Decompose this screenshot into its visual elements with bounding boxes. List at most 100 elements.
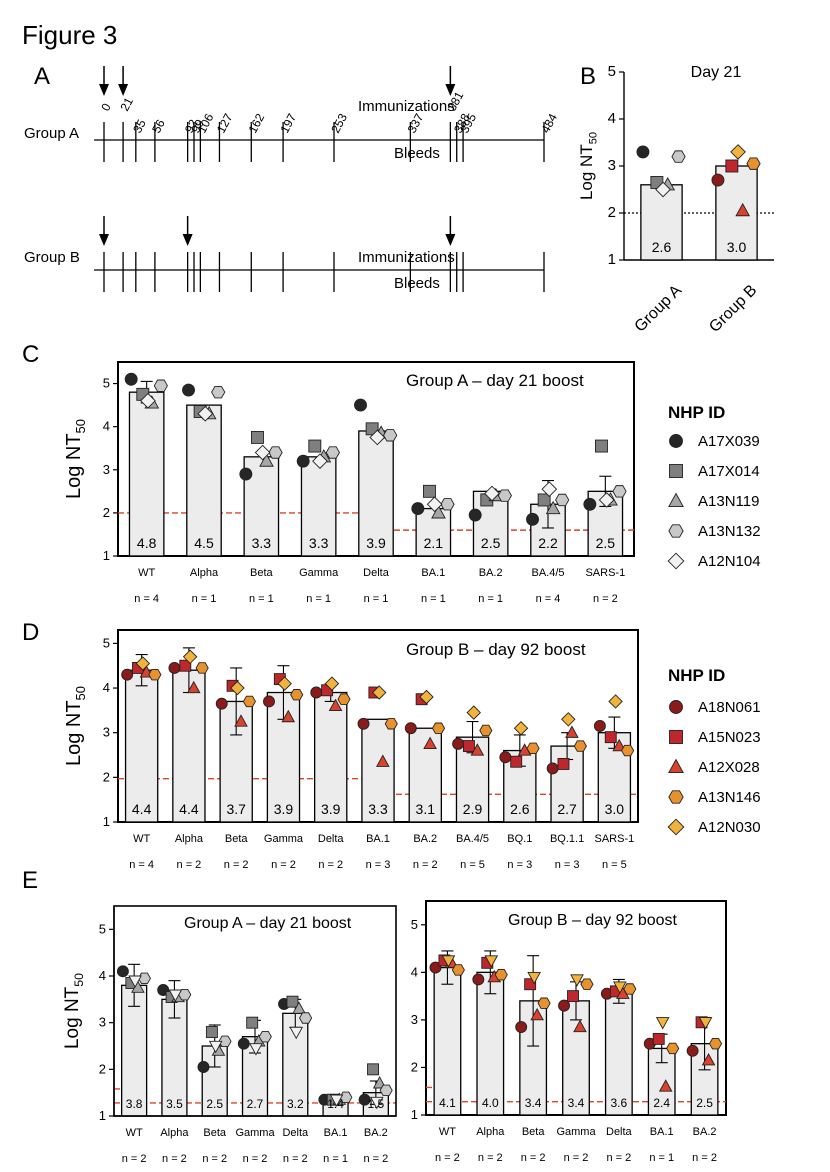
immunization-arrow-head xyxy=(118,84,129,96)
data-point-a12n030 xyxy=(371,685,387,700)
x-category-label: Delta xyxy=(363,567,390,579)
bar-value-label: 3.3 xyxy=(252,535,272,551)
n-count-label: n = 1 xyxy=(192,593,217,605)
data-point-a13n146 xyxy=(479,724,493,737)
immunization-arrow-head xyxy=(99,84,109,96)
n-count-label: n = 1 xyxy=(649,1152,674,1164)
y-tick-label: 3 xyxy=(103,462,110,477)
n-count-label: n = 1 xyxy=(306,593,331,605)
data-point-a12n104 xyxy=(208,1040,223,1054)
data-point-a13n146 xyxy=(666,1042,680,1055)
data-point-a12n030 xyxy=(570,974,584,987)
data-point-a12n030 xyxy=(613,981,627,994)
legend-label-a12n104: A12N104 xyxy=(698,553,761,570)
n-count-label: n = 2 xyxy=(521,1152,546,1164)
n-count-label: n = 2 xyxy=(564,1152,589,1164)
data-point-a17x014 xyxy=(537,493,551,507)
data-point-a13n146 xyxy=(623,983,637,995)
bar xyxy=(361,718,395,823)
bar xyxy=(358,430,394,557)
x-category-label: BA.4/5 xyxy=(456,833,489,845)
data-point-a15n023 xyxy=(652,1032,665,1045)
data-point-a12n030 xyxy=(230,680,245,696)
panel-c-group-a-chart: 1 2 3 4 5 Log NT50 4.8 WT n = 4 4.5 Alpha n = 1 3.3 B… xyxy=(63,361,635,605)
x-category-label: BQ.1.1 xyxy=(550,833,584,845)
data-point-a17x039 xyxy=(296,454,310,468)
bar-value-label: 3.0 xyxy=(605,801,625,817)
x-category-label: BA.1 xyxy=(650,1126,674,1138)
data-point-a15n023 xyxy=(462,740,475,753)
x-category-label: WT xyxy=(138,567,155,579)
group-b-bleeds-label: Bleeds xyxy=(394,275,440,292)
panel-letter-c: C xyxy=(22,341,39,368)
data-point-a12n030 xyxy=(277,676,292,691)
n-count-label: n = 5 xyxy=(460,859,485,871)
data-point-a12x028 xyxy=(376,754,390,767)
bar-value-label: 1.5 xyxy=(368,1097,385,1111)
legend-label-a13n119: A13N119 xyxy=(698,493,759,510)
y-tick-label: 3 xyxy=(103,725,110,740)
x-category-label: WT xyxy=(133,833,150,845)
group-b-label: Group B xyxy=(24,249,80,266)
data-point-a13n132 xyxy=(258,1030,272,1043)
x-category-label: BA.2 xyxy=(693,1126,717,1138)
legend-label-a17x014: A17X014 xyxy=(698,463,760,480)
group-a-bleeds-label: Bleeds xyxy=(394,145,440,162)
y-axis-label-subscript: 50 xyxy=(72,973,86,987)
x-category-label: Beta xyxy=(522,1126,546,1138)
data-point-a17x014 xyxy=(246,1016,259,1029)
chart-title: Day 21 xyxy=(691,64,742,81)
n-count-label: n = 2 xyxy=(318,859,343,871)
legend-marker-a15n023 xyxy=(669,730,683,744)
bar-value-label: 3.8 xyxy=(126,1097,143,1111)
bar-value-label: 2.9 xyxy=(463,801,483,817)
n-count-label: n = 2 xyxy=(283,1153,308,1165)
data-point-a12n030 xyxy=(135,656,151,671)
immunization-day-label: 0 xyxy=(98,101,114,114)
n-count-label: n = 3 xyxy=(366,859,391,871)
data-point-a13n132 xyxy=(440,498,455,511)
n-count-label: n = 2 xyxy=(606,1152,631,1164)
bleed-day-label: 197 xyxy=(277,111,299,136)
n-count-label: n = 2 xyxy=(363,1153,388,1165)
n-count-label: n = 2 xyxy=(271,859,296,871)
x-category-label: Gamma xyxy=(235,1127,275,1139)
legend-title-b: NHP ID xyxy=(668,666,725,685)
legend-label-a13n132: A13N132 xyxy=(698,523,761,540)
data-point-a17x039 xyxy=(237,1037,250,1050)
y-tick-label: 4 xyxy=(608,110,616,127)
data-point-a13n146 xyxy=(537,997,551,1009)
data-point-a13n146 xyxy=(290,689,304,701)
y-tick-label: 4 xyxy=(99,968,106,983)
data-point-a12x028 xyxy=(234,714,248,727)
y-axis-label-subscript: 50 xyxy=(587,132,599,144)
data-point-a13n132 xyxy=(555,493,570,507)
bar-value-label: 2.7 xyxy=(557,801,577,817)
y-tick-label: 2 xyxy=(608,204,616,221)
legend-label-a13n146: A13N146 xyxy=(698,789,761,806)
y-tick-label: 1 xyxy=(103,548,110,563)
bar-value-label: 3.0 xyxy=(727,239,747,255)
y-tick-label: 2 xyxy=(103,505,110,520)
bar-value-label: 2.5 xyxy=(696,1096,713,1110)
x-category-label: WT xyxy=(126,1127,143,1139)
n-count-label: n = 1 xyxy=(323,1153,348,1165)
chart-title: Group B – day 92 boost xyxy=(508,912,678,929)
legend-marker-a18n061 xyxy=(669,700,683,714)
y-tick-label: 2 xyxy=(103,769,110,784)
n-count-label: n = 1 xyxy=(478,593,503,605)
bar-value-label: 4.4 xyxy=(179,801,199,817)
x-category-label: BA.1 xyxy=(324,1127,348,1139)
y-tick-label: 5 xyxy=(103,635,110,650)
x-category-label: Beta xyxy=(250,567,274,579)
data-point-a17x039 xyxy=(124,372,138,386)
bar xyxy=(314,691,348,823)
n-count-label: n = 2 xyxy=(224,859,249,871)
data-point-a13n146 xyxy=(746,157,761,170)
data-point-a13n119 xyxy=(545,500,561,515)
legend-group-a: NHP ID A17X039 A17X014 A13N119 A13N132 A12N1… xyxy=(667,403,761,570)
data-point-a13n132 xyxy=(325,446,340,459)
y-tick-label: 2 xyxy=(99,1061,106,1076)
data-point-a17x039 xyxy=(182,383,195,397)
bleed-day-label: 484 xyxy=(538,111,560,136)
